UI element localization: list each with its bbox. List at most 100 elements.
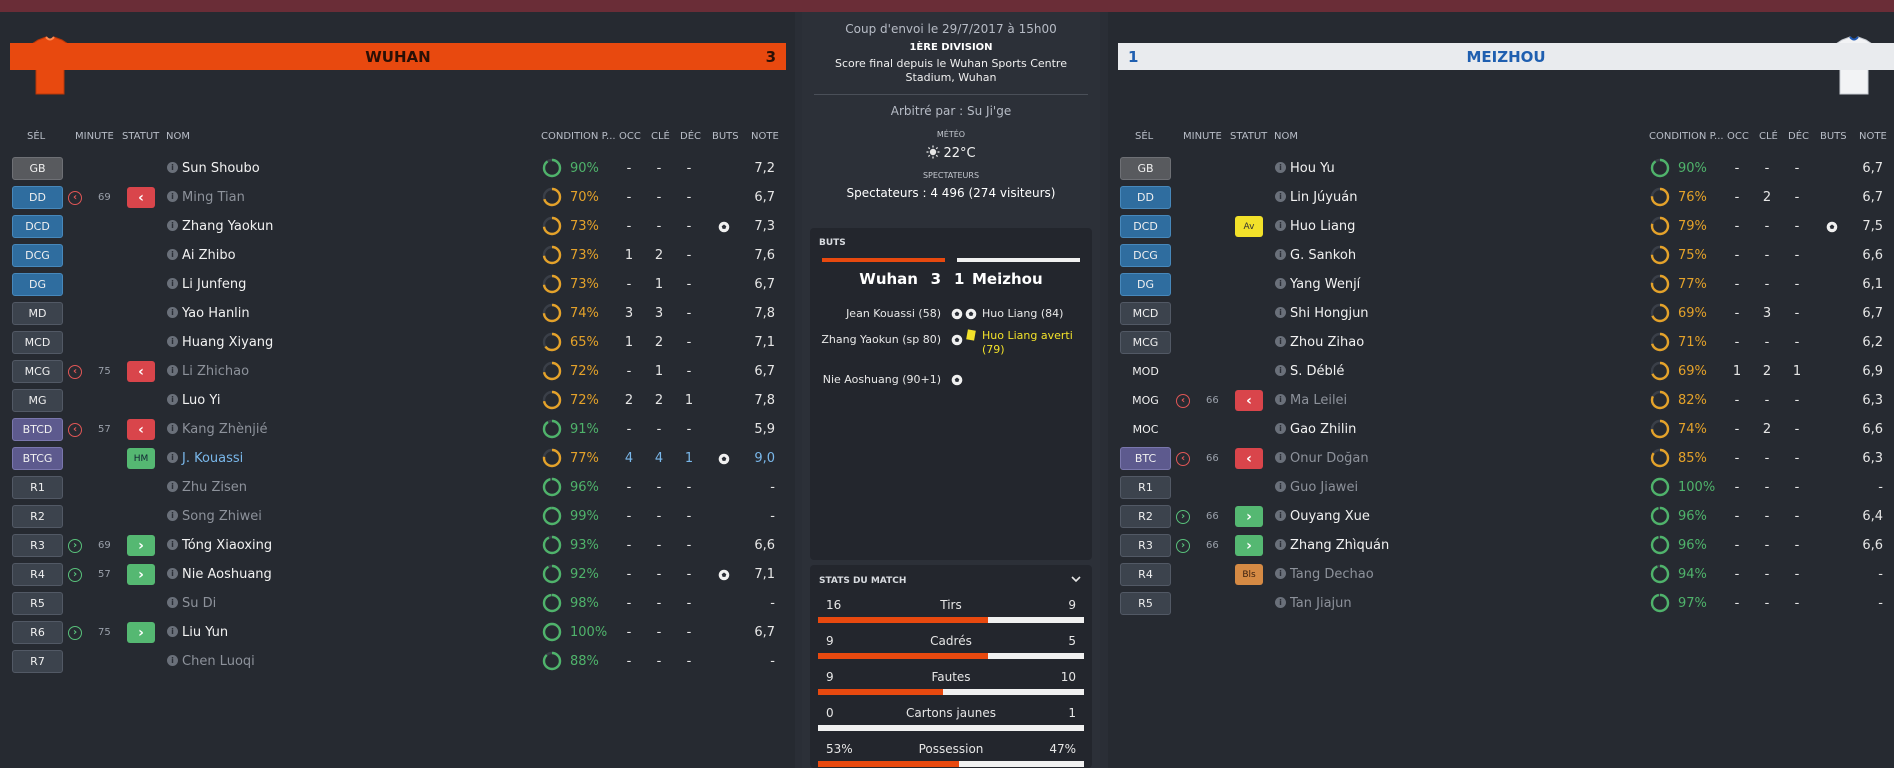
- player-name[interactable]: Huang Xiyang: [182, 335, 274, 350]
- player-name[interactable]: Li Zhichao: [182, 364, 250, 379]
- info-icon[interactable]: i: [1275, 510, 1286, 521]
- player-name[interactable]: Huo Liang: [1290, 219, 1356, 234]
- header-nom[interactable]: NOM: [1274, 131, 1298, 142]
- info-icon[interactable]: i: [1275, 481, 1286, 492]
- player-row[interactable]: DCD i Zhang Yaokun 73% - - - 7,3: [0, 212, 795, 241]
- position-badge[interactable]: R3: [1120, 534, 1171, 557]
- info-icon[interactable]: i: [167, 365, 178, 376]
- position-badge[interactable]: BTCG: [12, 447, 63, 470]
- player-row[interactable]: DCG i Ai Zhibo 73% 1 2 - 7,6: [0, 241, 795, 270]
- header-nom[interactable]: NOM: [166, 131, 190, 142]
- header-cle[interactable]: CLÉ: [651, 131, 670, 142]
- player-row[interactable]: MCG i Zhou Zihao 71% - - - 6,2: [1108, 328, 1894, 357]
- player-row[interactable]: R2 i Song Zhiwei 99% - - - -: [0, 502, 795, 531]
- info-icon[interactable]: i: [1275, 307, 1286, 318]
- info-icon[interactable]: i: [1275, 423, 1286, 434]
- sub-in-button[interactable]: ›: [127, 622, 155, 643]
- info-icon[interactable]: i: [1275, 249, 1286, 260]
- position-badge[interactable]: R6: [12, 621, 63, 644]
- player-row[interactable]: DG i Li Junfeng 73% - 1 - 6,7: [0, 270, 795, 299]
- player-name[interactable]: Yao Hanlin: [182, 306, 250, 321]
- player-name[interactable]: Shi Hongjun: [1290, 306, 1369, 321]
- position-badge[interactable]: MCD: [12, 331, 63, 354]
- header-minute[interactable]: MINUTE: [75, 131, 114, 142]
- header-sel[interactable]: SÉL: [1135, 131, 1154, 142]
- player-row[interactable]: MG i Luo Yi 72% 2 2 1 7,8: [0, 386, 795, 415]
- header-minute[interactable]: MINUTE: [1183, 131, 1222, 142]
- header-sel[interactable]: SÉL: [27, 131, 46, 142]
- player-row[interactable]: DCD Av i Huo Liang 79% - - - 7,5: [1108, 212, 1894, 241]
- position-badge[interactable]: GB: [12, 157, 63, 180]
- player-row[interactable]: BTCG HM i J. Kouassi 77% 4 4 1 9,0: [0, 444, 795, 473]
- position-badge[interactable]: R4: [1120, 563, 1171, 586]
- position-badge[interactable]: R1: [1120, 476, 1171, 499]
- position-badge[interactable]: DG: [12, 273, 63, 296]
- position-badge[interactable]: DCG: [12, 244, 63, 267]
- player-row[interactable]: R4 › 57 › i Nie Aoshuang 92% - - - 7,1: [0, 560, 795, 589]
- sub-out-button[interactable]: ‹: [127, 361, 155, 382]
- info-icon[interactable]: i: [1275, 597, 1286, 608]
- player-row[interactable]: DG i Yang Wenjí 77% - - - 6,1: [1108, 270, 1894, 299]
- position-badge[interactable]: R5: [12, 592, 63, 615]
- header-dec[interactable]: DÉC: [680, 131, 702, 142]
- position-badge[interactable]: MOD: [1132, 365, 1159, 378]
- player-name[interactable]: Zhang Zhìquán: [1290, 538, 1390, 553]
- info-icon[interactable]: i: [167, 191, 178, 202]
- player-row[interactable]: MOD i S. Déblé 69% 1 2 1 6,9: [1108, 357, 1894, 386]
- info-icon[interactable]: i: [1275, 539, 1286, 550]
- player-name[interactable]: Su Di: [182, 596, 217, 611]
- player-row[interactable]: DD ‹ 69 ‹ i Ming Tian 70% - - - 6,7: [0, 183, 795, 212]
- position-badge[interactable]: R5: [1120, 592, 1171, 615]
- position-badge[interactable]: R1: [12, 476, 63, 499]
- player-name[interactable]: Hou Yu: [1290, 161, 1335, 176]
- player-name[interactable]: S. Déblé: [1290, 364, 1345, 379]
- position-badge[interactable]: R7: [12, 650, 63, 673]
- info-icon[interactable]: i: [1275, 278, 1286, 289]
- position-badge[interactable]: DCD: [1120, 215, 1171, 238]
- player-name[interactable]: Song Zhiwei: [182, 509, 262, 524]
- player-name[interactable]: Onur Doğan: [1290, 451, 1369, 466]
- info-icon[interactable]: i: [167, 510, 178, 521]
- player-name[interactable]: Tang Dechao: [1290, 567, 1374, 582]
- info-icon[interactable]: i: [1275, 568, 1286, 579]
- position-badge[interactable]: MCG: [12, 360, 63, 383]
- header-occ[interactable]: OCC: [1727, 131, 1749, 142]
- position-badge[interactable]: DG: [1120, 273, 1171, 296]
- player-row[interactable]: BTCD ‹ 57 ‹ i Kang Zhènjié 91% - - - 5,9: [0, 415, 795, 444]
- player-name[interactable]: Ai Zhibo: [182, 248, 236, 263]
- header-dec[interactable]: DÉC: [1788, 131, 1810, 142]
- player-name[interactable]: Nie Aoshuang: [182, 567, 272, 582]
- position-badge[interactable]: R4: [12, 563, 63, 586]
- header-buts[interactable]: BUTS: [712, 131, 739, 142]
- position-badge[interactable]: MCG: [1120, 331, 1171, 354]
- info-icon[interactable]: i: [1275, 452, 1286, 463]
- header-note[interactable]: NOTE: [751, 131, 779, 142]
- sub-out-button[interactable]: ‹: [127, 187, 155, 208]
- player-row[interactable]: R3 › 69 › i Tóng Xiaoxing 93% - - - 6,6: [0, 531, 795, 560]
- info-icon[interactable]: i: [1275, 220, 1286, 231]
- info-icon[interactable]: i: [167, 452, 178, 463]
- player-row[interactable]: MOG ‹ 66 ‹ i Ma Leilei 82% - - - 6,3: [1108, 386, 1894, 415]
- player-row[interactable]: R2 › 66 › i Ouyang Xue 96% - - - 6,4: [1108, 502, 1894, 531]
- sub-out-button[interactable]: ‹: [127, 419, 155, 440]
- info-icon[interactable]: i: [1275, 365, 1286, 376]
- info-icon[interactable]: i: [167, 568, 178, 579]
- info-icon[interactable]: i: [1275, 336, 1286, 347]
- player-row[interactable]: R5 i Tan Jiajun 97% - - - -: [1108, 589, 1894, 618]
- player-name[interactable]: Ma Leilei: [1290, 393, 1348, 408]
- sub-in-button[interactable]: ›: [1235, 506, 1263, 527]
- info-icon[interactable]: i: [1275, 394, 1286, 405]
- chevron-down-icon[interactable]: [1070, 573, 1082, 585]
- player-name[interactable]: Ming Tian: [182, 190, 245, 205]
- position-badge[interactable]: R2: [1120, 505, 1171, 528]
- info-icon[interactable]: i: [167, 162, 178, 173]
- player-name[interactable]: Liu Yun: [182, 625, 229, 640]
- player-row[interactable]: GB i Sun Shoubo 90% - - - 7,2: [0, 154, 795, 183]
- player-row[interactable]: R5 i Su Di 98% - - - -: [0, 589, 795, 618]
- info-icon[interactable]: i: [167, 597, 178, 608]
- player-name[interactable]: Tóng Xiaoxing: [182, 538, 273, 553]
- info-icon[interactable]: i: [1275, 162, 1286, 173]
- player-row[interactable]: R1 i Zhu Zisen 96% - - - -: [0, 473, 795, 502]
- player-row[interactable]: R4 Bls i Tang Dechao 94% - - - -: [1108, 560, 1894, 589]
- player-name[interactable]: Luo Yi: [182, 393, 221, 408]
